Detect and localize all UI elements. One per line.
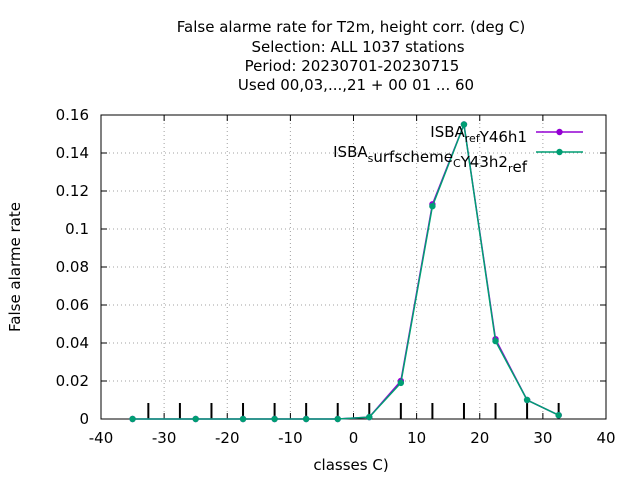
y-tick-label: 0.16 (56, 106, 89, 124)
axis-ticks: -40 -30 -20 -10 0 10 20 30 40 0 0.02 0.04 0.06 0.08 0.… (56, 106, 616, 447)
y-tick-label: 0.02 (56, 372, 89, 390)
legend-label-part: r (508, 162, 513, 175)
series-group (129, 121, 562, 423)
x-tick-label: 30 (533, 429, 552, 447)
legend-label: ISBAsurfschemeCY43h2ref (333, 143, 528, 176)
chart-title: False alarme rate for T2m, height corr. … (177, 18, 525, 94)
x-tick-label: -10 (278, 429, 303, 447)
legend-label-part: urfscheme (373, 148, 453, 166)
data-point (129, 415, 136, 423)
x-tick-label: -30 (152, 429, 177, 447)
legend-swatch-point (556, 128, 563, 136)
data-point (271, 415, 278, 423)
data-point (334, 415, 341, 423)
data-point (192, 415, 199, 423)
data-point (555, 412, 562, 419)
series-2 (129, 121, 562, 423)
legend-label-part: Y46h1 (479, 128, 527, 146)
data-point (302, 415, 310, 423)
title-line-4: Used 00,03,...,21 + 00 01 ... 60 (238, 76, 474, 94)
y-tick-label: 0.06 (56, 296, 89, 314)
x-tick-label: 0 (349, 429, 359, 447)
title-line-3: Period: 20230701-20230715 (245, 57, 460, 75)
y-tick-label: 0.12 (56, 182, 89, 200)
x-tick-label: -40 (89, 429, 114, 447)
x-tick-label: -20 (215, 429, 240, 447)
legend-label-part: C (453, 157, 461, 170)
data-point (492, 337, 499, 345)
title-line-2: Selection: ALL 1037 stations (251, 38, 464, 56)
data-point (366, 413, 373, 421)
x-axis-label: classes C) (313, 456, 388, 474)
y-tick-label: 0.04 (56, 334, 89, 352)
y-tick-label: 0.1 (65, 220, 89, 238)
title-line-1: False alarme rate for T2m, height corr. … (177, 18, 525, 36)
y-tick-label: 0.14 (56, 144, 89, 162)
data-point (460, 121, 468, 128)
x-tick-label: 10 (407, 429, 426, 447)
legend-label-part: ef (512, 158, 527, 176)
legend-label-part: ISBA (430, 123, 465, 141)
data-point (239, 415, 247, 423)
data-point (523, 396, 531, 404)
legend-label: ISBArefY46h1 (430, 123, 527, 146)
legend-label-part: s (368, 152, 374, 165)
data-point (429, 203, 436, 210)
x-tick-label: 40 (596, 429, 615, 447)
legend-label-part: Y43h2 (460, 153, 508, 171)
legend-label-part: ISBA (333, 143, 368, 161)
x-tick-label: 20 (470, 429, 489, 447)
grid (101, 115, 606, 419)
legend-swatch-point (556, 148, 563, 156)
y-axis-label: False alarme rate (6, 202, 24, 332)
y-tick-label: 0.08 (56, 258, 89, 276)
legend-label-part: ref (465, 132, 481, 145)
y-tick-label: 0 (79, 410, 89, 428)
data-point (397, 379, 405, 387)
